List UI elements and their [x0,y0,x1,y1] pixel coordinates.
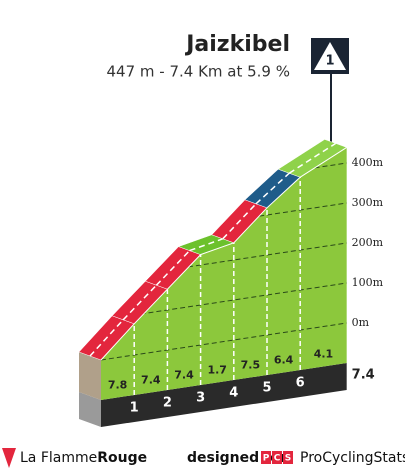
profile-line [100,146,347,361]
brand-a: La Flamme [20,450,97,466]
base-side [79,392,101,427]
pcs-name: ProCyclingStats [300,450,405,466]
y-tick-label: 100m [352,276,384,289]
gradient-label: 4.1 [314,348,334,361]
gradient-label: 7.5 [241,359,261,372]
segment-midline [222,203,257,240]
base-strip [101,363,347,427]
x-tick-label: 5 [262,381,271,396]
gradient-label: 1.7 [207,364,227,377]
flag-icon [2,448,16,468]
chart-title: Jaizkibel [184,32,290,57]
pcs-box [283,451,293,464]
grid-line [101,322,347,361]
segment-midline [189,238,224,252]
gradient-label: 6.4 [274,354,294,367]
x-tick-label: 6 [296,376,305,391]
badge-triangle [314,42,346,70]
x-tick-label: 3 [196,391,205,406]
side-face [79,352,101,400]
segment-midline [155,250,191,286]
designed-for: designed for [187,450,287,466]
plot: 0m 100m 200m 300m 400m 1 2 3 4 5 6 7.8 7.4 7.4 1.7 7.5 6… [78,139,384,427]
category-label: 1 [325,54,334,69]
pcs-letter: C [274,454,281,464]
pcs-letter: P [263,454,270,464]
y-tick-label: 200m [352,236,384,249]
segment-midline [255,172,290,205]
segment-midline [122,284,157,321]
pcs-box [261,451,271,464]
gradient-label: 7.4 [174,369,194,382]
brand: La FlammeRouge [20,450,147,466]
segment-midline [89,319,124,357]
gradient-label: 7.4 [141,374,161,387]
y-tick-label: 0m [352,316,370,329]
x-tick-label: 1 [130,401,139,416]
profile-face [101,147,347,400]
x-tick-label: 4 [229,386,238,401]
pcs-letter: S [285,454,291,464]
x-tick-label: 2 [163,396,172,411]
pcs-box [272,451,282,464]
chart-subtitle: 447 m - 7.4 Km at 5.9 % [106,63,290,81]
brand-b: Rouge [97,450,147,466]
y-tick-label: 300m [352,196,384,209]
category-badge: 1 [311,38,349,145]
y-tick-label: 400m [352,156,384,169]
gradient-label: 7.8 [108,379,128,392]
total-distance: 7.4 [352,368,375,383]
